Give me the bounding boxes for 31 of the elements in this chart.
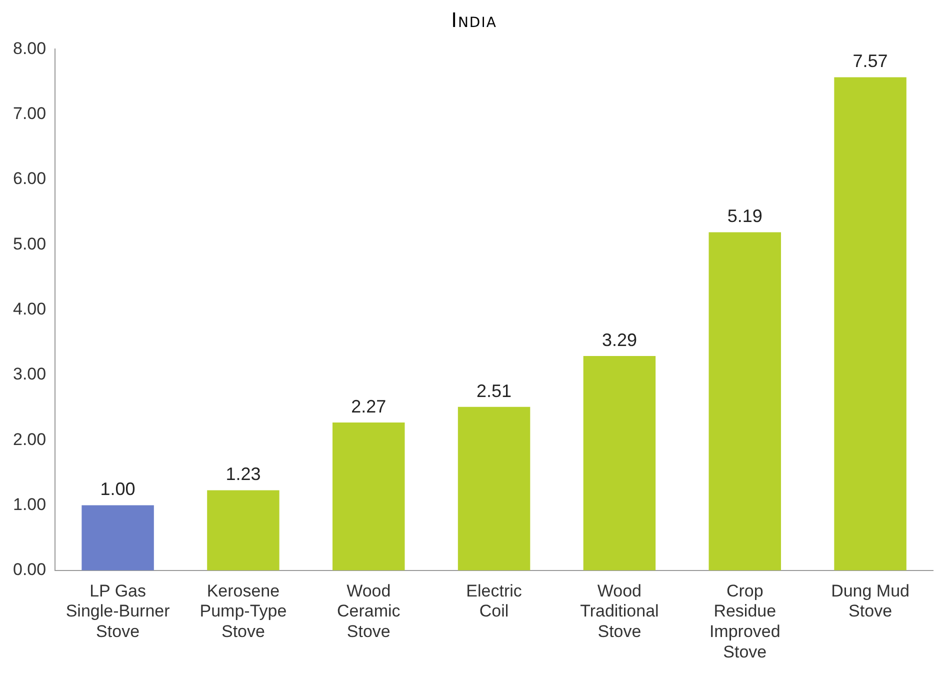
bar — [332, 422, 405, 570]
y-tick-label: 7.00 — [12, 104, 46, 124]
x-tick-label: LP Gas Single-Burner Stove — [66, 581, 170, 642]
data-label: 2.27 — [351, 396, 386, 416]
y-tick-label: 4.00 — [12, 299, 46, 318]
y-tick-label: 5.00 — [12, 234, 46, 254]
y-tick-label: 8.00 — [12, 38, 46, 58]
bar — [834, 77, 906, 570]
x-tick-label: Crop Residue Improved Stove — [709, 581, 780, 662]
data-label: 1.00 — [100, 479, 136, 500]
x-tick-label: Dung Mud Stove — [831, 581, 910, 621]
data-label: 1.23 — [226, 464, 261, 484]
chart-title: India — [450, 8, 498, 32]
data-label: 5.19 — [727, 206, 762, 226]
bar — [583, 356, 656, 570]
data-label: 3.29 — [602, 330, 637, 350]
x-tick-label: Wood Traditional Stove — [580, 581, 659, 642]
bar — [708, 232, 781, 570]
y-tick-label: 1.00 — [12, 494, 46, 514]
data-label: 7.57 — [852, 51, 888, 72]
y-tick-label: 3.00 — [12, 364, 46, 384]
y-tick-label: 0.00 — [12, 560, 46, 580]
y-tick-label: 2.00 — [12, 430, 46, 449]
x-tick-label: Electric Coil — [466, 581, 522, 621]
bar — [82, 505, 154, 570]
data-label: 2.51 — [476, 380, 512, 401]
bar — [458, 406, 530, 570]
bar — [207, 490, 280, 570]
x-tick-label: Kerosene Pump-Type Stove — [200, 581, 287, 642]
x-tick-label: Wood Ceramic Stove — [336, 581, 401, 642]
y-tick-label: 6.00 — [12, 169, 46, 188]
